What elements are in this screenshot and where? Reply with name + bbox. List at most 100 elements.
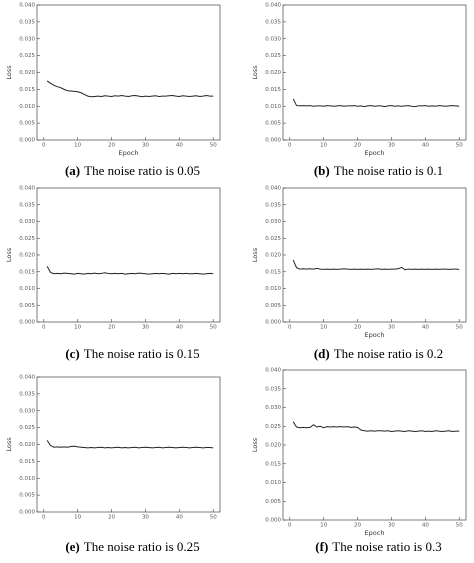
y-tick-label: 0.015 — [19, 269, 35, 275]
caption: (e) The noise ratio is 0.25 — [65, 539, 199, 554]
caption-label: (e) — [65, 539, 79, 554]
x-tick-label: 10 — [74, 515, 81, 521]
y-tick-label: 0.040 — [19, 375, 35, 381]
y-tick-label: 0.000 — [265, 320, 281, 326]
y-axis-label: Loss — [5, 437, 13, 452]
caption: (b) The noise ratio is 0.1 — [314, 163, 443, 178]
y-tick-label: 0.030 — [19, 36, 35, 42]
panel: 0.000 0.005 0.010 0.015 0.020 0.025 0.030 0.035… — [5, 186, 221, 361]
x-tick-label: 30 — [142, 325, 149, 331]
x-tick-label: 10 — [320, 523, 327, 529]
plot-frame — [282, 369, 467, 521]
caption-label: (c) — [65, 346, 79, 361]
plot-frame — [282, 4, 467, 141]
y-axis-label: Loss — [5, 247, 13, 262]
x-tick-label: 40 — [422, 143, 429, 149]
y-tick-label: 0.010 — [265, 104, 281, 110]
x-tick-label: 10 — [320, 143, 327, 149]
loss-line — [292, 98, 460, 108]
x-tick-label: 30 — [142, 515, 149, 521]
y-tick-label: 0.020 — [265, 443, 281, 449]
x-tick-label: 0 — [42, 143, 46, 149]
plot-frame — [36, 4, 221, 141]
caption-title: The noise ratio is 0.15 — [84, 346, 200, 361]
y-tick-label: 0.000 — [265, 138, 281, 144]
x-tick-label: 10 — [74, 143, 81, 149]
y-tick-label: 0.025 — [265, 236, 281, 242]
x-tick-label: 0 — [288, 143, 292, 149]
caption-title: The noise ratio is 0.05 — [84, 163, 200, 178]
panel: 0.000 0.005 0.010 0.015 0.020 0.025 0.030 0.035… — [251, 368, 467, 554]
x-axis-label: Epoch — [365, 149, 385, 157]
x-tick-label: 20 — [354, 523, 361, 529]
plot-frame — [282, 187, 467, 323]
y-axis-label: Loss — [251, 247, 259, 262]
caption: (f) The noise ratio is 0.3 — [315, 539, 441, 554]
caption: (d) The noise ratio is 0.2 — [314, 346, 443, 361]
caption: (a) The noise ratio is 0.05 — [65, 163, 200, 178]
x-tick-label: 10 — [320, 325, 327, 331]
y-tick-label: 0.015 — [265, 461, 281, 467]
y-tick-label: 0.030 — [265, 36, 281, 42]
x-tick-label: 50 — [210, 325, 217, 331]
x-tick-label: 50 — [456, 143, 463, 149]
y-tick-label: 0.035 — [19, 391, 35, 397]
y-tick-label: 0.015 — [265, 87, 281, 93]
x-axis-label: Epoch — [365, 331, 385, 339]
x-tick-label: 30 — [388, 143, 395, 149]
y-tick-label: 0.040 — [265, 186, 281, 192]
y-tick-label: 0.035 — [265, 202, 281, 208]
y-tick-label: 0.005 — [265, 303, 281, 309]
x-tick-label: 10 — [74, 325, 81, 331]
y-tick-label: 0.015 — [19, 87, 35, 93]
y-tick-label: 0.040 — [265, 368, 281, 374]
x-tick-label: 50 — [210, 143, 217, 149]
x-tick-label: 50 — [210, 515, 217, 521]
x-axis-label: Epoch — [119, 149, 139, 157]
y-tick-label: 0.025 — [19, 53, 35, 59]
x-tick-label: 40 — [422, 325, 429, 331]
x-tick-label: 50 — [456, 523, 463, 529]
loss-line — [46, 266, 214, 275]
y-axis-label: Loss — [251, 437, 259, 452]
caption: (c) The noise ratio is 0.15 — [65, 346, 199, 361]
y-tick-label: 0.010 — [265, 480, 281, 486]
y-tick-label: 0.020 — [19, 442, 35, 448]
y-tick-label: 0.030 — [265, 219, 281, 225]
x-tick-label: 0 — [42, 325, 46, 331]
y-tick-label: 0.020 — [265, 70, 281, 76]
caption-label: (a) — [65, 163, 80, 178]
x-tick-label: 40 — [176, 325, 183, 331]
caption-label: (f) — [315, 539, 328, 554]
y-tick-label: 0.000 — [19, 320, 35, 326]
y-axis-label: Loss — [5, 65, 13, 80]
caption-title: The noise ratio is 0.1 — [334, 163, 443, 178]
y-tick-label: 0.020 — [19, 70, 35, 76]
panel: 0.000 0.005 0.010 0.015 0.020 0.025 0.030 0.035… — [251, 186, 467, 361]
x-tick-label: 30 — [388, 325, 395, 331]
y-axis-label: Loss — [251, 65, 259, 80]
y-tick-label: 0.030 — [19, 219, 35, 225]
x-tick-label: 0 — [288, 325, 292, 331]
y-tick-label: 0.025 — [19, 236, 35, 242]
y-tick-label: 0.005 — [19, 303, 35, 309]
panel: 0.000 0.005 0.010 0.015 0.020 0.025 0.030 0.035… — [5, 375, 221, 554]
caption-label: (d) — [314, 346, 330, 361]
x-tick-label: 20 — [108, 515, 115, 521]
y-tick-label: 0.015 — [19, 459, 35, 465]
y-tick-label: 0.035 — [265, 19, 281, 25]
y-tick-label: 0.005 — [265, 499, 281, 505]
y-tick-label: 0.035 — [19, 202, 35, 208]
caption-label: (b) — [314, 163, 330, 178]
y-tick-label: 0.020 — [265, 253, 281, 259]
y-tick-label: 0.040 — [19, 3, 35, 9]
x-tick-label: 30 — [388, 523, 395, 529]
panel: 0.000 0.005 0.010 0.015 0.020 0.025 0.030 0.035… — [5, 3, 221, 178]
x-tick-label: 0 — [288, 523, 292, 529]
y-tick-label: 0.010 — [19, 476, 35, 482]
y-tick-label: 0.020 — [19, 253, 35, 259]
caption-title: The noise ratio is 0.3 — [332, 539, 441, 554]
y-tick-label: 0.030 — [19, 408, 35, 414]
y-tick-label: 0.010 — [19, 104, 35, 110]
loss-line — [292, 421, 460, 433]
